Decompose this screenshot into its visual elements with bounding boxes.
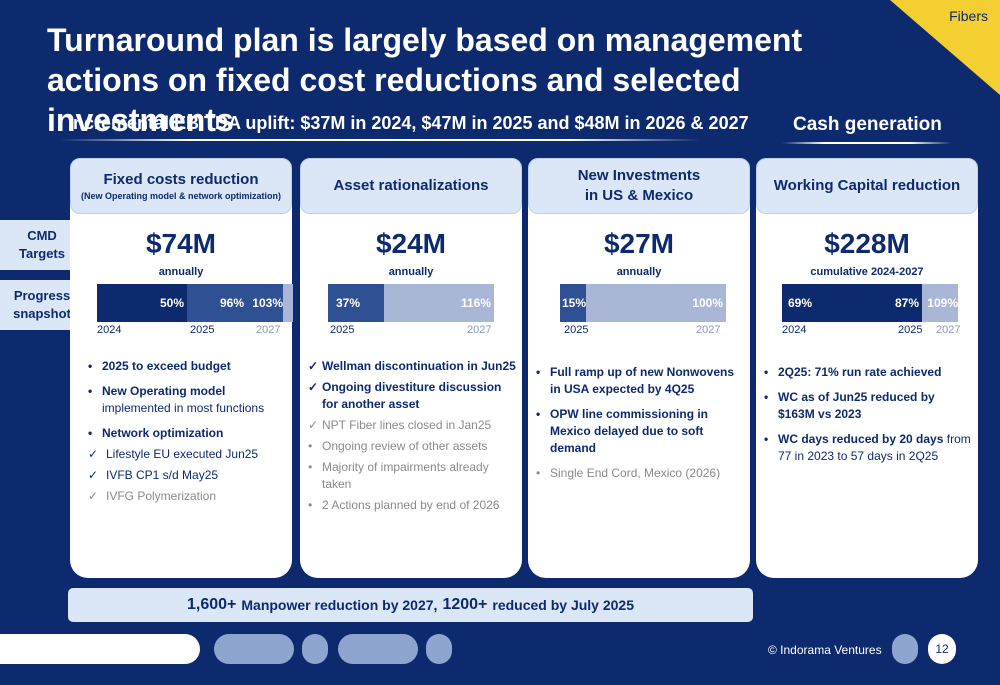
bullet-item-text: from 77 in 2023 to 57 days in 2Q25	[778, 432, 971, 463]
progress-bar: 50% 96% 103%	[97, 284, 293, 322]
year-label: 2027	[256, 324, 281, 336]
manpower-reduced: 1200+	[442, 596, 488, 613]
bullet-item: OPW line commissioning in Mexico delayed…	[536, 406, 742, 457]
progress-segment: 103%	[247, 284, 283, 322]
target-sub: annually	[158, 266, 204, 278]
target-sub: annually	[388, 266, 434, 278]
target-sub: cumulative 2024-2027	[810, 266, 924, 278]
year-label: 2024	[97, 324, 122, 336]
cmd-targets-text: CMD Targets	[19, 228, 65, 261]
subtitle-underline	[60, 139, 700, 141]
progress-bar: 15% 100%	[560, 284, 726, 322]
card-title: Asset rationalizations	[333, 177, 489, 194]
progress-snapshot-text: Progress snapshot	[13, 288, 71, 321]
progress-segment: 100%	[586, 284, 726, 322]
bullet-item: 2025 to exceed budget	[88, 358, 284, 375]
fibers-corner-tag: Fibers	[890, 0, 1000, 95]
target-value: $24M	[375, 228, 447, 259]
card-asset-rationalizations: Asset rationalizations $24M annually 37%…	[300, 158, 522, 578]
decor-pill	[426, 634, 452, 664]
progress-bar: 69% 87% 109%	[782, 284, 958, 322]
decor-pill	[302, 634, 328, 664]
bullet-item: 2Q25: 71% run rate achieved	[764, 364, 974, 381]
target-value: $27M	[603, 228, 675, 259]
year-label: 2027	[696, 324, 721, 336]
year-label: 2027	[936, 324, 961, 336]
progress-segment	[283, 284, 293, 322]
card-title-line: New Investments	[577, 167, 701, 184]
page-number: 12	[928, 634, 956, 664]
decor-pill	[338, 634, 418, 664]
fibers-tag-label: Fibers	[949, 8, 988, 24]
card-title: Working Capital reduction	[773, 177, 961, 194]
cash-underline	[782, 142, 952, 144]
bullet-list: Wellman discontinuation in Jun25 Ongoing…	[308, 358, 518, 518]
bullet-item: Ongoing review of other assets	[308, 438, 518, 455]
page-title: Turnaround plan is largely based on mana…	[47, 22, 803, 138]
card-header: Working Capital reduction	[756, 158, 978, 214]
bullet-item: New Operating model implemented in most f…	[88, 383, 284, 417]
ebitda-subtitle: Incremental EBITDA uplift: $37M in 2024,…	[68, 113, 749, 133]
bullet-item-text: WC days reduced by 20 days	[778, 432, 944, 446]
bullet-item: Single End Cord, Mexico (2026)	[536, 465, 742, 482]
progress-segment: 69%	[782, 284, 842, 322]
progress-snapshot-label: Progress snapshot	[0, 280, 92, 330]
card-subtitle: (New Operating model & network optimizat…	[80, 191, 281, 201]
decor-circle	[892, 634, 918, 664]
progress-segment: 87%	[842, 284, 922, 322]
year-label: 2025	[190, 324, 215, 336]
bullet-item: Majority of impairments already taken	[308, 459, 518, 493]
bullet-item-text: New Operating model	[102, 384, 226, 398]
progress-segment: 15%	[560, 284, 586, 322]
check-item: IVFG Polymerization	[88, 488, 284, 505]
target-value: $228M	[824, 228, 910, 259]
year-label: 2024	[782, 324, 807, 336]
check-item: Lifestyle EU executed Jun25	[88, 446, 284, 463]
year-label: 2025	[564, 324, 589, 336]
target-sub: annually	[616, 266, 662, 278]
card-header: Asset rationalizations	[300, 158, 522, 214]
card-fixed-costs: Fixed costs reduction (New Operating mod…	[70, 158, 293, 578]
bullet-item: WC as of Jun25 reduced by $163M vs 2023	[764, 389, 974, 423]
card-title: Fixed costs reduction	[103, 171, 259, 188]
cmd-targets-label: CMD Targets	[0, 220, 92, 270]
manpower-summary: 1,600+ Manpower reduction by 2027, 1200+…	[68, 588, 753, 622]
bullet-list: Full ramp up of new Nonwovens in USA exp…	[536, 364, 742, 490]
check-item: NPT Fiber lines closed in Jan25	[308, 417, 518, 434]
card-header: New Investments in US & Mexico	[528, 158, 750, 214]
manpower-text: Manpower reduction by 2027,	[241, 597, 438, 613]
manpower-total: 1,600+	[186, 596, 237, 613]
manpower-text: reduced by July 2025	[492, 597, 635, 613]
check-item: Ongoing divestiture discussion for anoth…	[308, 379, 518, 413]
decor-pill	[0, 634, 200, 664]
progress-segment: 116%	[384, 284, 494, 322]
progress-segment: 96%	[187, 284, 247, 322]
card-working-capital: Working Capital reduction $228M cumulati…	[756, 158, 978, 578]
decor-pill	[214, 634, 294, 664]
check-item: Wellman discontinuation in Jun25	[308, 358, 518, 375]
progress-bar: 37% 116%	[328, 284, 494, 322]
progress-segment: 109%	[922, 284, 958, 322]
bullet-list: 2Q25: 71% run rate achieved WC as of Jun…	[764, 364, 974, 473]
progress-segment: 37%	[328, 284, 384, 322]
bullet-item: Full ramp up of new Nonwovens in USA exp…	[536, 364, 742, 398]
copyright: © Indorama Ventures	[768, 643, 882, 657]
year-label: 2027	[467, 324, 492, 336]
year-label: 2025	[330, 324, 355, 336]
year-label: 2025	[898, 324, 923, 336]
cash-generation-title: Cash generation	[793, 114, 942, 135]
card-title-line: in US & Mexico	[584, 187, 694, 204]
bullet-item: WC days reduced by 20 days from 77 in 20…	[764, 431, 974, 465]
bullet-item: Network optimization	[88, 425, 284, 442]
bullet-item: 2 Actions planned by end of 2026	[308, 497, 518, 514]
card-new-investments: New Investments in US & Mexico $27M annu…	[528, 158, 750, 578]
target-value: $74M	[145, 228, 217, 259]
progress-segment: 50%	[97, 284, 187, 322]
bullet-list: 2025 to exceed budget New Operating mode…	[88, 358, 284, 513]
bullet-item-text: implemented in most functions	[102, 401, 265, 415]
card-header: Fixed costs reduction (New Operating mod…	[70, 158, 292, 214]
check-item: IVFB CP1 s/d May25	[88, 467, 284, 484]
